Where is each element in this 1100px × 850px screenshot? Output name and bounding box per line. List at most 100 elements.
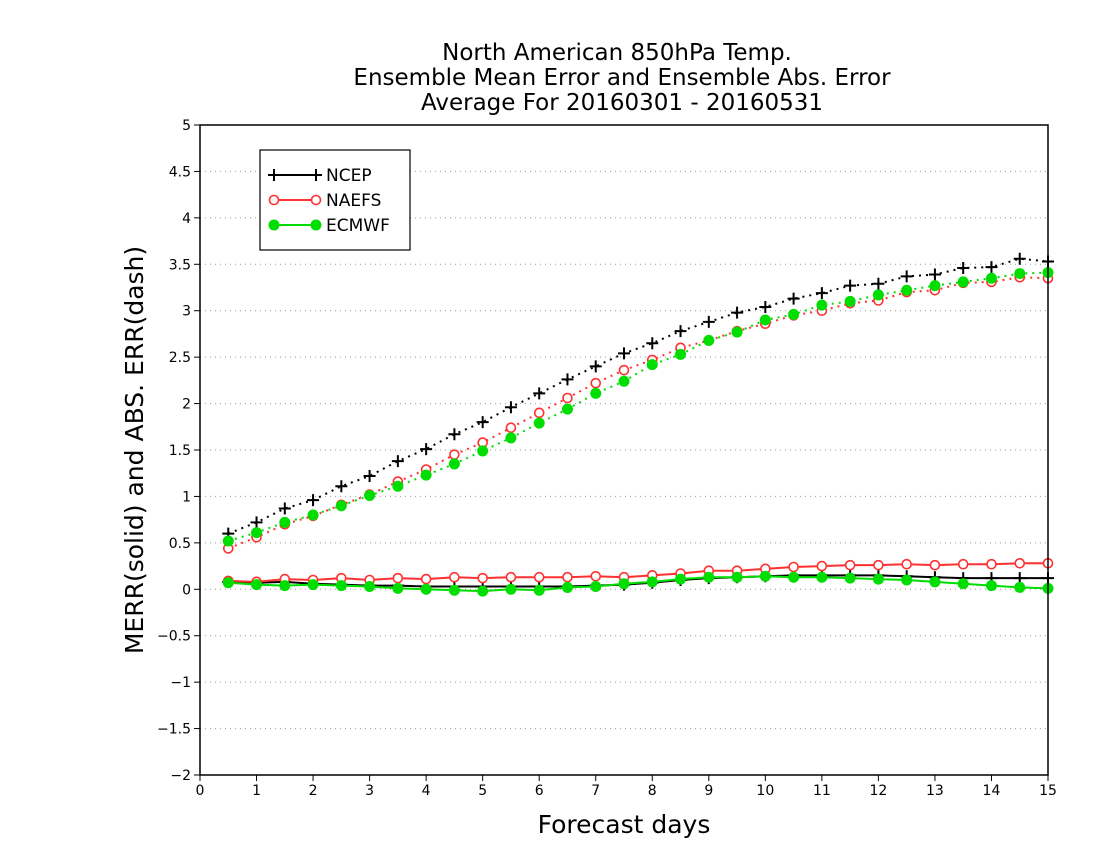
ncep-abs-err-point — [250, 516, 263, 529]
ncep-abs-err-point — [589, 360, 602, 373]
ecmwf-merr-point — [279, 580, 291, 592]
x-tick-label: 12 — [869, 783, 887, 799]
ecmwf-abs-err-point — [448, 458, 460, 470]
ecmwf-merr-point — [929, 576, 941, 588]
ecmwf-merr-point — [901, 574, 913, 586]
ncep-abs-err-point — [844, 279, 857, 292]
ecmwf-merr-point — [675, 573, 687, 585]
ecmwf-merr-point — [561, 581, 573, 593]
ecmwf-abs-err-point — [675, 348, 687, 360]
legend-label-naefs: NAEFS — [326, 191, 381, 211]
ecmwf-merr-point — [703, 571, 715, 583]
series-ncep — [222, 252, 1054, 593]
ecmwf-merr-point — [505, 583, 517, 595]
x-tick-label: 8 — [648, 783, 657, 799]
ecmwf-merr-point — [533, 584, 545, 596]
plot-series — [222, 252, 1054, 597]
naefs-merr-point — [590, 570, 602, 582]
ecmwf-merr-point — [335, 580, 347, 592]
chart-title: North American 850hPa Temp. Ensemble Mea… — [353, 40, 891, 116]
ecmwf-abs-err-point — [392, 480, 404, 492]
legend-marker-ncep — [310, 169, 322, 181]
naefs-merr-point — [929, 559, 941, 571]
ncep-abs-err-point — [872, 277, 885, 290]
x-tick-label: 0 — [196, 783, 205, 799]
ecmwf-abs-err-point — [844, 295, 856, 307]
x-tick-label: 2 — [309, 783, 318, 799]
ecmwf-abs-err-point — [477, 445, 489, 457]
ecmwf-abs-err-point — [1014, 268, 1026, 280]
ecmwf-merr-point — [788, 571, 800, 583]
x-tick-label: 11 — [813, 783, 831, 799]
y-tick-label: −1 — [170, 675, 191, 691]
ecmwf-merr-point — [590, 581, 602, 592]
y-tick-label: 0.5 — [169, 536, 191, 552]
ecmwf-merr-point — [222, 577, 234, 589]
ncep-abs-err-line — [227, 257, 1049, 535]
ecmwf-abs-err-point — [335, 500, 347, 512]
ncep-abs-err-point — [957, 262, 970, 274]
x-tick-label: 15 — [1039, 783, 1057, 799]
series-ecmwf — [222, 267, 1054, 597]
y-tick-label: 3.5 — [169, 257, 191, 273]
naefs-abs-err-point — [505, 422, 517, 434]
naefs-merr-point — [901, 558, 912, 570]
naefs-merr-line — [228, 562, 1048, 583]
ncep-abs-err-point — [702, 315, 715, 328]
ecmwf-merr-point — [816, 571, 828, 583]
ecmwf-merr-point — [844, 572, 856, 584]
naefs-abs-err-point — [590, 377, 602, 389]
ecmwf-abs-err-point — [646, 359, 658, 371]
ncep-abs-err-point — [674, 325, 687, 338]
title-line-1: North American 850hPa Temp. — [442, 40, 792, 66]
naefs-merr-point — [533, 571, 545, 583]
ncep-abs-err-point — [307, 494, 320, 507]
ecmwf-merr-point — [392, 582, 404, 594]
legend-label-ecmwf: ECMWF — [326, 216, 390, 236]
ncep-abs-err-point — [391, 455, 404, 468]
ecmwf-abs-err-point — [872, 289, 884, 301]
ncep-abs-err-point — [448, 428, 461, 441]
legend-box — [259, 149, 411, 251]
ecmwf-abs-err-point — [533, 417, 545, 429]
ecmwf-abs-err-point — [759, 314, 771, 326]
plot-frame — [199, 124, 1049, 776]
naefs-merr-point — [844, 559, 856, 571]
naefs-abs-err-point — [449, 449, 460, 460]
x-tick-label: 5 — [478, 783, 487, 799]
ecmwf-merr-point — [1014, 581, 1026, 593]
y-tick-label: 1.5 — [169, 443, 191, 459]
axis-ticks: −2−1.5−1−0.500.511.522.533.544.550 1 2 3 4 5 6… — [157, 118, 1057, 799]
ncep-abs-err-point — [787, 292, 800, 305]
ncep-abs-err-point — [759, 301, 772, 313]
naefs-merr-point — [788, 561, 799, 573]
y-tick-label: 3 — [182, 304, 191, 320]
ncep-abs-err-point — [335, 480, 348, 493]
ncep-abs-err-point — [420, 443, 433, 456]
ecmwf-abs-err-point — [590, 387, 602, 399]
ecmwf-abs-err-point — [816, 299, 828, 311]
title-line-2: Ensemble Mean Error and Ensemble Abs. Er… — [353, 65, 891, 91]
x-tick-label: 1 — [252, 783, 261, 799]
ncep-abs-err-point — [731, 306, 744, 319]
ecmwf-abs-err-point — [731, 326, 743, 338]
naefs-merr-point — [562, 571, 573, 583]
legend: NCEP NAEFS ECMWF — [259, 149, 411, 251]
ecmwf-abs-err-point — [364, 490, 376, 501]
ecmwf-merr-point — [957, 578, 969, 590]
naefs-merr-point — [1014, 557, 1026, 569]
ecmwf-merr-point — [872, 573, 884, 585]
ecmwf-merr-point — [477, 585, 489, 597]
series-naefs — [222, 271, 1054, 588]
legend-marker-ecmwf — [268, 219, 280, 231]
y-tick-label: 5 — [182, 118, 191, 134]
x-tick-label: 13 — [926, 783, 944, 799]
naefs-abs-err-point — [533, 407, 545, 419]
naefs-merr-point — [986, 558, 997, 570]
x-tick-label: 6 — [535, 783, 544, 799]
legend-marker-ncep — [268, 169, 280, 181]
naefs-merr-point — [420, 573, 432, 585]
y-tick-label: 1 — [182, 489, 191, 505]
y-tick-label: 0 — [182, 582, 191, 598]
ecmwf-merr-point — [307, 579, 319, 591]
